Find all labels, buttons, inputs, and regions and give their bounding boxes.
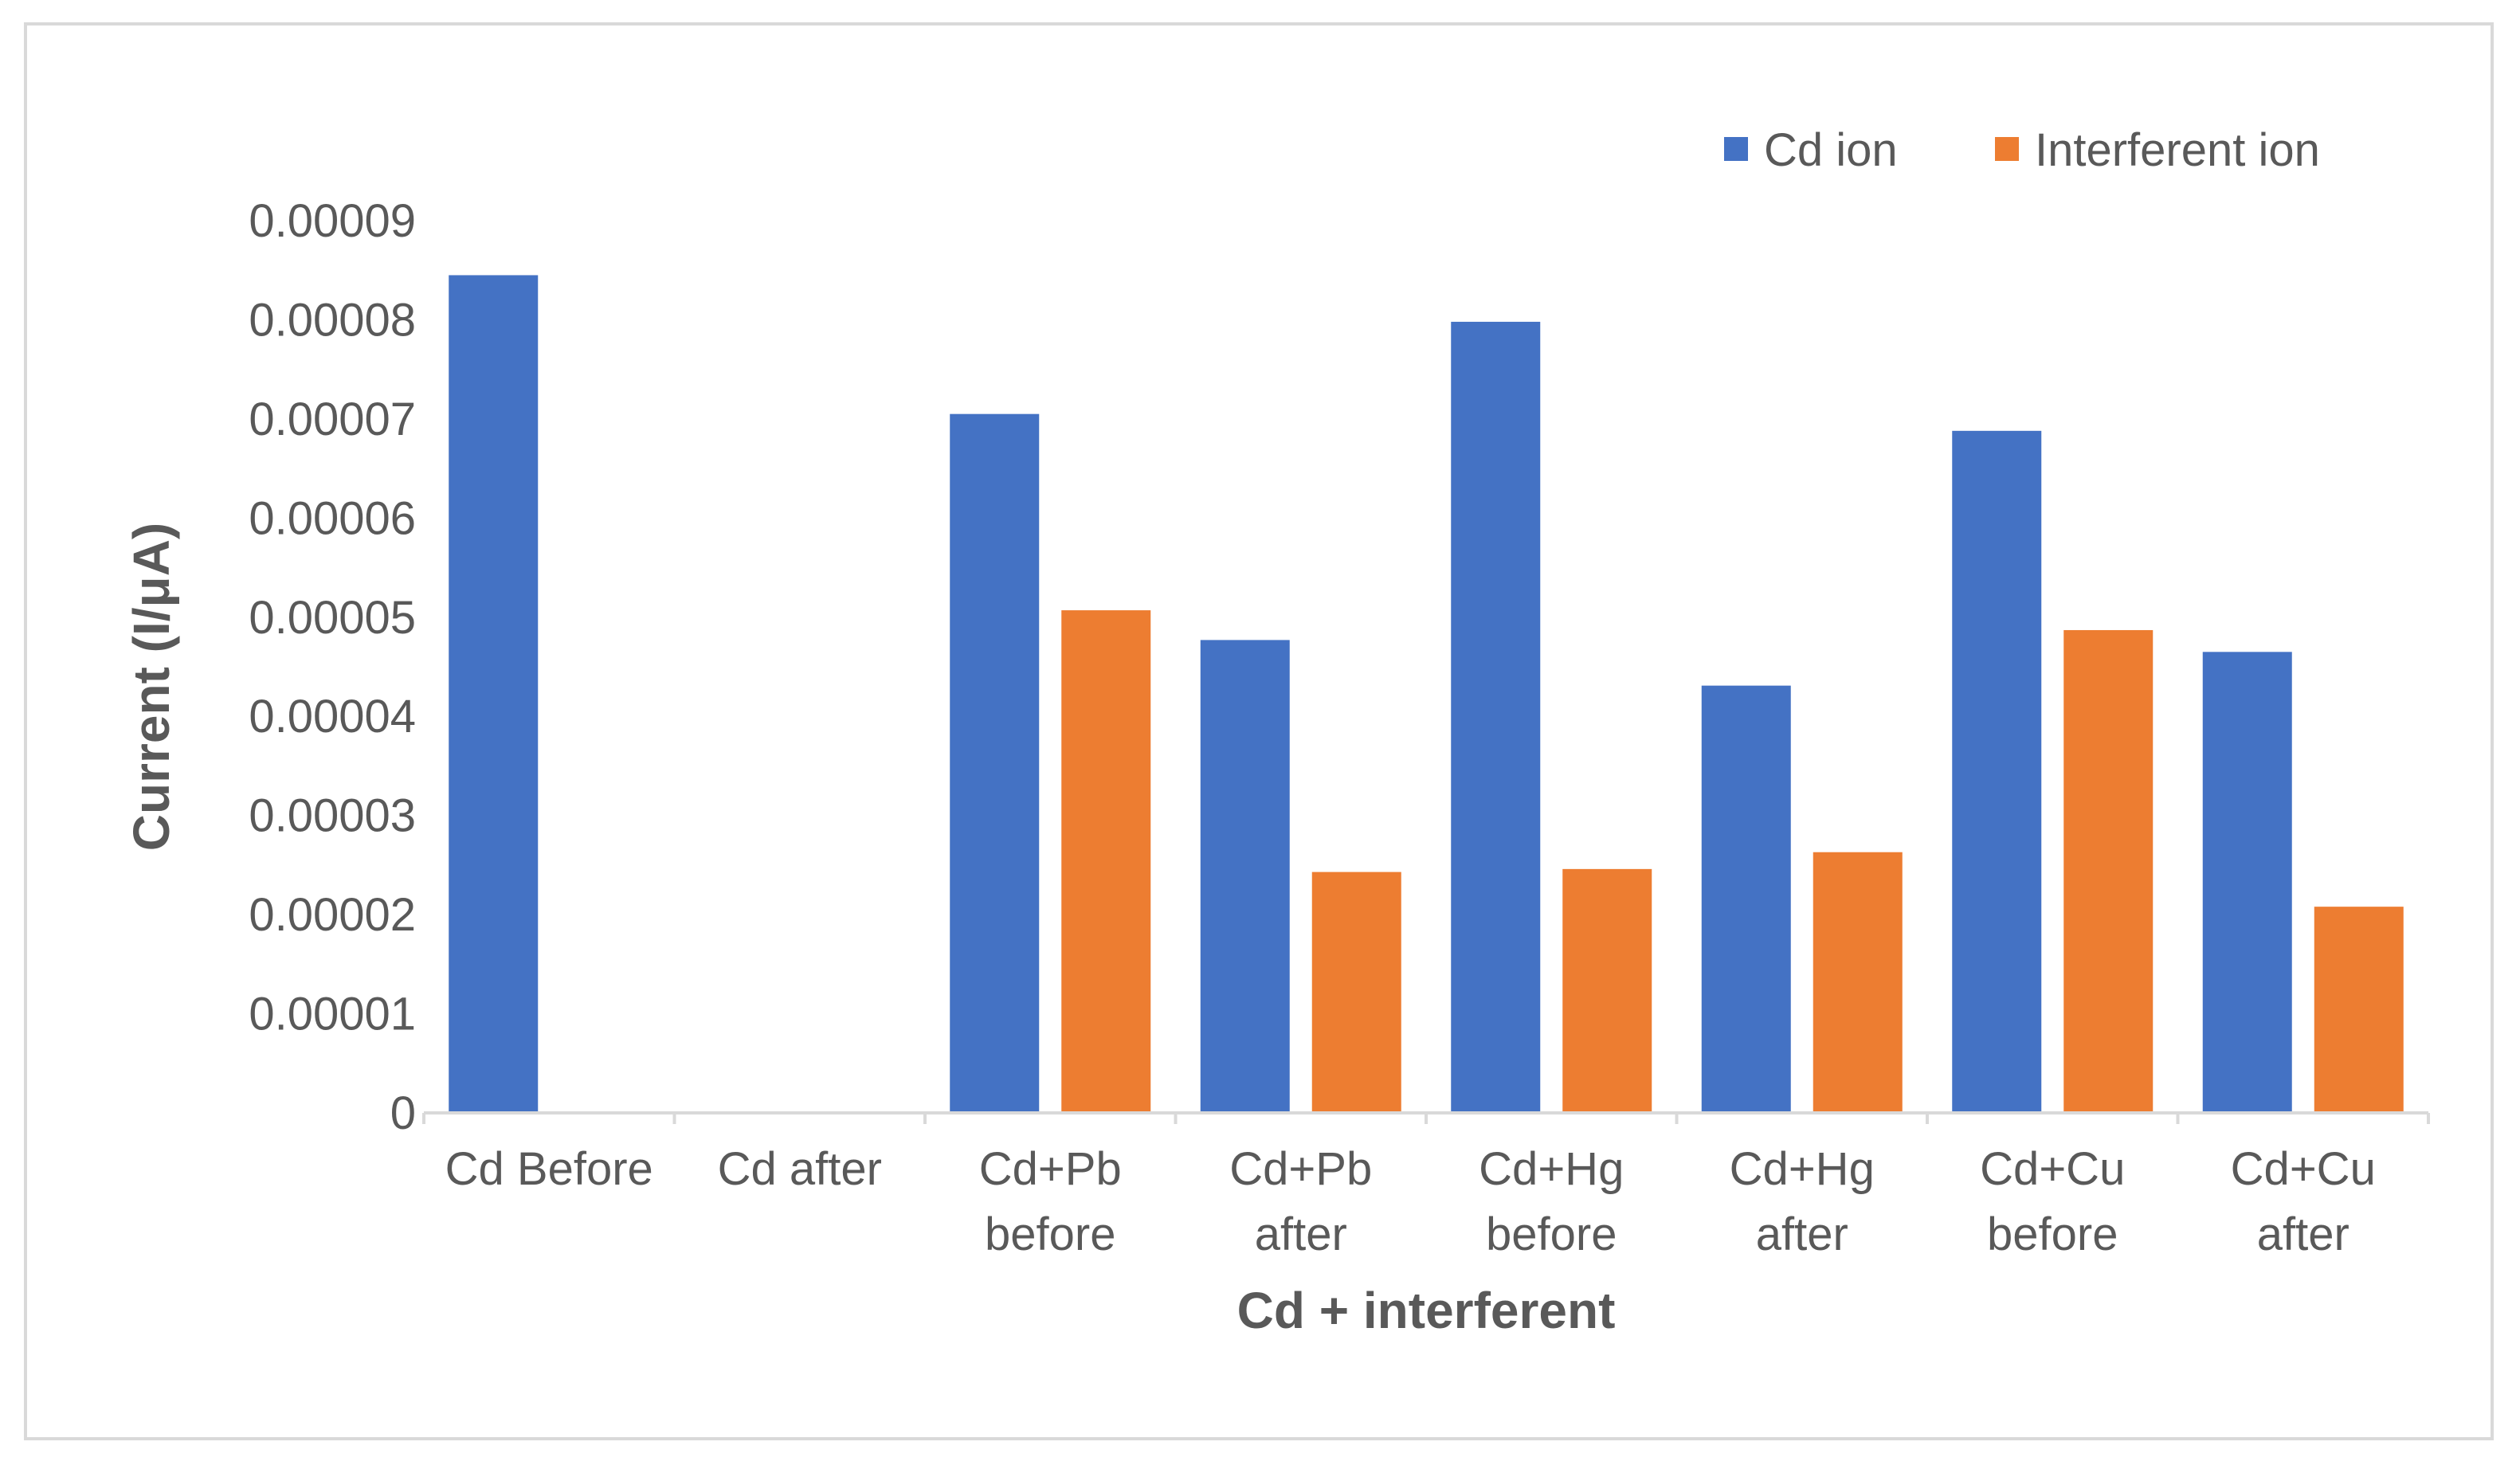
y-tick-label: 0 — [390, 1087, 416, 1139]
bar-cd-ion — [449, 275, 539, 1113]
y-tick-label: 0.00003 — [249, 790, 416, 842]
x-tick-label: Cd+Cu — [2231, 1143, 2376, 1195]
bar-interferent-ion — [2063, 629, 2154, 1113]
legend: Cd ion Interferent ion — [1724, 124, 2320, 176]
legend-label: Cd ion — [1764, 124, 1898, 176]
bar-interferent-ion — [1311, 872, 1401, 1113]
y-tick-label: 0.00008 — [249, 294, 416, 346]
bar-cd-ion — [1451, 321, 1541, 1113]
x-axis: Cd Before Cd after Cd+Pb before Cd+Pb after Cd… — [422, 1111, 2430, 1260]
legend-label: Interferent ion — [2035, 124, 2320, 176]
y-tick-label: 0.00001 — [249, 989, 416, 1040]
y-tick-label: 0.00009 — [249, 195, 416, 247]
legend-swatch — [1724, 137, 1748, 161]
x-tick-label: Cd after — [718, 1143, 882, 1195]
x-axis-title: Cd + interferent — [1237, 1282, 1616, 1339]
bar-cd-ion — [1200, 640, 1290, 1113]
bar-interferent-ion — [2314, 907, 2404, 1113]
bar-interferent-ion — [1562, 868, 1652, 1113]
bars — [449, 275, 2404, 1113]
y-axis: 0 0.00001 0.00002 0.00003 0.00004 0.00005 0.00… — [249, 195, 416, 1139]
y-tick-label: 0.00002 — [249, 889, 416, 941]
x-tick-label: Cd+Cu — [1980, 1143, 2125, 1195]
x-tick-label: before — [1486, 1208, 1617, 1260]
y-axis-title: Current (I/μA) — [123, 523, 180, 851]
bar-cd-ion — [2202, 652, 2292, 1113]
bar-cd-ion — [950, 413, 1040, 1113]
y-tick-label: 0.00004 — [249, 691, 416, 742]
x-tick-label: after — [2257, 1208, 2350, 1260]
bar-cd-ion — [1701, 685, 1791, 1113]
y-tick-label: 0.00006 — [249, 492, 416, 544]
x-tick-label: after — [1756, 1208, 1848, 1260]
x-tick-label: before — [1987, 1208, 2118, 1260]
bar-chart: Cd ion Interferent ion 0 0.00001 0.00002 0.0… — [123, 124, 2430, 1339]
x-tick-label: Cd+Hg — [1730, 1143, 1875, 1195]
bar-cd-ion — [1952, 430, 2042, 1113]
x-tick-label: after — [1255, 1208, 1347, 1260]
y-tick-label: 0.00005 — [249, 592, 416, 644]
legend-swatch — [1995, 137, 2019, 161]
x-tick-label: Cd+Hg — [1479, 1143, 1624, 1195]
x-tick-label: before — [985, 1208, 1115, 1260]
y-tick-label: 0.00007 — [249, 394, 416, 445]
x-tick-label: Cd Before — [445, 1143, 653, 1195]
x-tick-label: Cd+Pb — [979, 1143, 1122, 1195]
bar-interferent-ion — [1061, 610, 1151, 1113]
chart-frame: Cd ion Interferent ion 0 0.00001 0.00002 0.0… — [24, 22, 2494, 1440]
bar-interferent-ion — [1813, 852, 1903, 1113]
x-tick-label: Cd+Pb — [1229, 1143, 1372, 1195]
